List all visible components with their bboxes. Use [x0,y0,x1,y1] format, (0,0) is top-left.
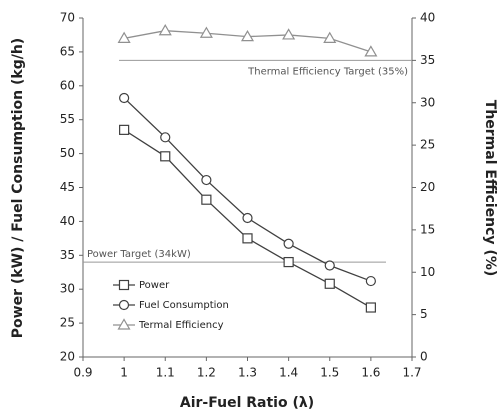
data-point [160,151,171,162]
x-tick-label: 1.5 [320,366,339,380]
data-point [282,28,296,40]
y2-tick-label: 40 [420,11,435,25]
x-tick-label: 1.1 [156,366,175,380]
data-point [365,275,376,287]
data-point [365,302,376,313]
data-point [240,29,255,42]
data-point [117,31,131,43]
data-point [283,256,294,268]
data-point [119,92,130,104]
y-tick-label: 40 [60,214,75,228]
data-point [199,26,213,38]
data-point [324,278,335,289]
x-tick-label: 0.9 [73,366,92,380]
y-tick-label: 70 [60,11,75,25]
data-point [242,233,253,244]
y2-tick-label: 0 [420,350,428,364]
data-point [158,24,172,36]
data-point [364,45,378,57]
y-tick-label: 35 [60,248,75,262]
y2-tick-label: 15 [420,222,435,236]
y-tick-label: 20 [60,350,75,364]
x-tick-label: 1.3 [238,366,257,380]
y2-axis-label: Thermal Efficiency (%) [482,100,498,276]
annotation: Power Target (34kW) [87,249,191,260]
annotation: Thermal Efficiency Target (35%) [247,66,408,77]
legend-label: Termal Efficiency [138,320,224,331]
x-tick-label: 1.7 [402,366,421,380]
y-tick-label: 50 [60,146,75,160]
y-tick-label: 25 [60,316,75,330]
data-point [119,124,130,135]
legend-label: Power [139,280,170,291]
y-axis-label: Power (kW) / Fuel Consumption (kg/h) [10,38,26,338]
data-point [201,194,212,205]
y2-tick-label: 20 [420,180,435,194]
y-tick-label: 65 [60,44,75,58]
data-point [242,212,253,224]
y-tick-label: 45 [60,180,75,194]
data-point [324,260,335,271]
x-tick-label: 1.2 [197,366,216,380]
y2-tick-label: 25 [420,138,435,152]
y-tick-label: 60 [60,78,75,92]
y2-tick-label: 10 [420,265,435,279]
legend-marker [118,299,130,311]
legend-marker [117,318,131,330]
data-point [323,31,337,43]
x-tick-label: 1 [120,366,128,380]
y-tick-label: 55 [60,112,75,126]
y2-tick-label: 30 [420,95,435,109]
x-tick-label: 1.6 [361,366,380,380]
x-axis-label: Air-Fuel Ratio (λ) [180,395,314,411]
legend-label: Fuel Consumption [139,300,229,311]
x-tick-label: 1.4 [279,366,298,380]
data-point [160,132,171,143]
data-point [201,174,212,186]
y2-tick-label: 35 [420,53,435,67]
y-tick-label: 30 [60,282,75,296]
legend-marker [118,279,130,291]
data-point [283,238,294,249]
y2-tick-label: 5 [420,307,428,321]
